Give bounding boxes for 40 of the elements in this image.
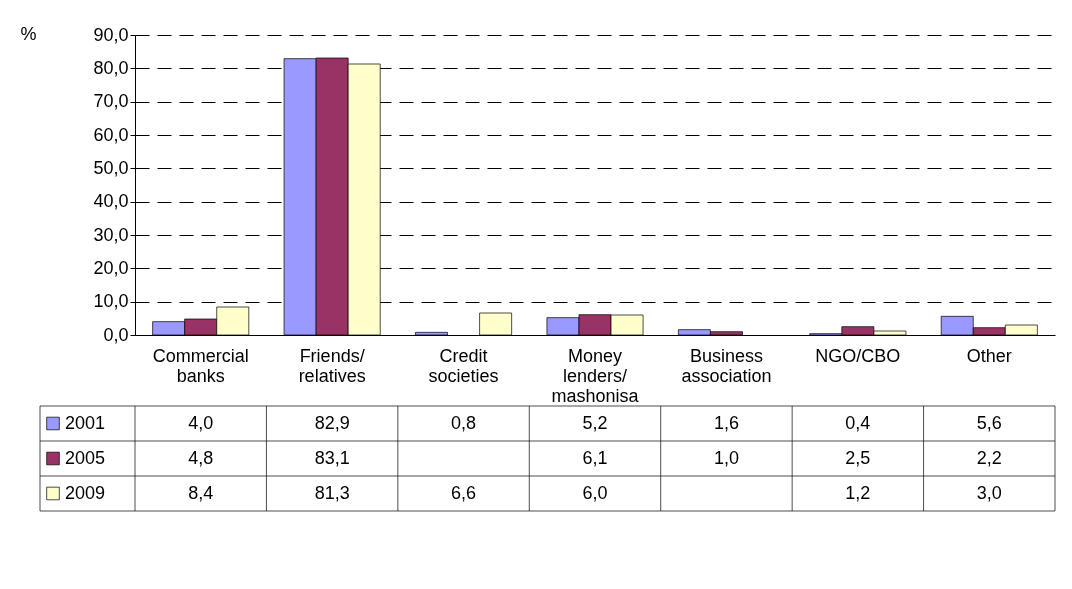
x-tick-label: NGO/CBO bbox=[815, 345, 901, 366]
x-tick-label: Other bbox=[966, 345, 1012, 366]
y-tick-label: 0,0 bbox=[103, 324, 129, 345]
y-tick-label: 20,0 bbox=[93, 257, 129, 278]
data-label: 3,0 bbox=[976, 482, 1002, 503]
y-tick-label: 60,0 bbox=[93, 124, 129, 145]
legend-label: 2009 bbox=[65, 482, 106, 503]
y-axis-title: % bbox=[20, 23, 37, 44]
x-tick-label: Credit societies bbox=[428, 345, 499, 386]
legend-label: 2001 bbox=[65, 412, 106, 433]
x-tick-label: Business association bbox=[681, 345, 772, 386]
y-tick-label: 90,0 bbox=[93, 24, 129, 45]
data-label: 2,2 bbox=[976, 447, 1002, 468]
y-tick-label: 30,0 bbox=[93, 224, 129, 245]
y-tick-label: 40,0 bbox=[93, 191, 129, 212]
data-label: 81,3 bbox=[314, 482, 350, 503]
data-label: 5,6 bbox=[976, 412, 1002, 433]
y-tick-label: 10,0 bbox=[93, 291, 129, 312]
data-label: 6,1 bbox=[582, 447, 608, 468]
data-label: 1,0 bbox=[713, 447, 739, 468]
data-label: 8,4 bbox=[188, 482, 214, 503]
data-label: 5,2 bbox=[582, 412, 608, 433]
data-label: 1,2 bbox=[845, 482, 871, 503]
data-label: 83,1 bbox=[314, 447, 350, 468]
data-label: 0,4 bbox=[845, 412, 871, 433]
data-label: 82,9 bbox=[314, 412, 350, 433]
y-tick-label: 80,0 bbox=[93, 57, 129, 78]
x-tick-label: Friends/ relatives bbox=[298, 345, 366, 386]
legend-label: 2005 bbox=[65, 447, 106, 468]
data-label: 0,8 bbox=[451, 412, 477, 433]
data-label: 4,8 bbox=[188, 447, 214, 468]
x-tick-label: Money lenders/ mashonisa bbox=[551, 345, 640, 406]
data-label: 4,0 bbox=[188, 412, 214, 433]
y-tick-label: 70,0 bbox=[93, 91, 129, 112]
data-label: 1,6 bbox=[713, 412, 739, 433]
data-label: 2,5 bbox=[845, 447, 871, 468]
x-tick-label: Commercial banks bbox=[152, 345, 249, 386]
y-tick-label: 50,0 bbox=[93, 157, 129, 178]
data-label: 6,6 bbox=[451, 482, 477, 503]
data-label: 6,0 bbox=[582, 482, 608, 503]
